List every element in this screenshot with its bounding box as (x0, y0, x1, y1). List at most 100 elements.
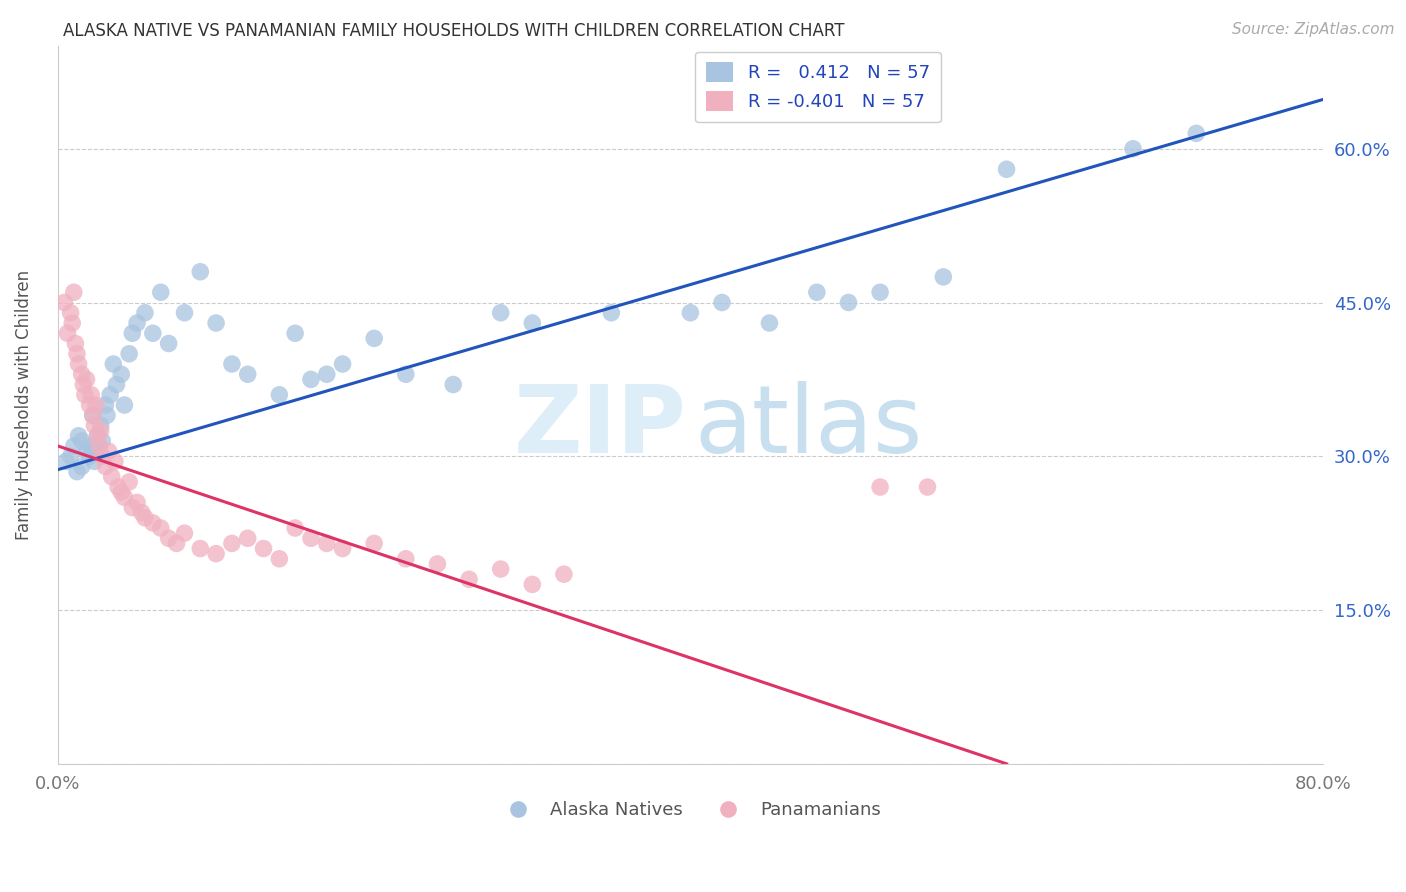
Point (299, 372, 322, 386)
Point (166, 536, 188, 550)
Point (80, 388, 103, 402)
Point (60, 316, 83, 330)
Point (55, 454, 77, 468)
Point (522, 316, 544, 330)
Point (315, 536, 337, 550)
Point (79, 398, 101, 412)
Point (205, 547, 228, 561)
Point (284, 521, 307, 535)
Point (173, 526, 195, 541)
Text: Source: ZipAtlas.com: Source: ZipAtlas.com (1232, 22, 1395, 37)
Point (82, 409, 104, 423)
Point (90, 424, 112, 438)
Point (91, 434, 114, 448)
Point (59, 306, 82, 320)
Point (252, 541, 274, 556)
Point (53, 295, 76, 310)
Point (65, 336, 87, 351)
Point (70, 434, 93, 448)
Point (869, 480, 891, 494)
Point (66, 465, 89, 479)
Point (107, 480, 129, 494)
Point (91, 450, 114, 464)
Point (221, 357, 243, 371)
Point (837, 295, 859, 310)
Point (103, 357, 125, 371)
Point (121, 500, 143, 515)
Point (332, 357, 354, 371)
Point (66, 347, 89, 361)
Point (1122, 142, 1144, 156)
Text: atlas: atlas (695, 381, 922, 473)
Point (395, 368, 418, 382)
Point (134, 306, 156, 320)
Point (489, 306, 512, 320)
Point (679, 306, 702, 320)
Point (125, 495, 148, 509)
Point (121, 326, 143, 341)
Point (236, 531, 259, 545)
Point (131, 506, 153, 520)
Point (75, 372, 97, 386)
Point (188, 541, 211, 556)
Point (157, 336, 180, 351)
Point (917, 480, 939, 494)
Point (70, 368, 93, 382)
Point (94, 398, 117, 412)
Point (110, 485, 132, 500)
Point (173, 306, 195, 320)
Point (426, 557, 449, 571)
Point (79, 450, 101, 464)
Point (332, 541, 354, 556)
Point (97, 444, 120, 458)
Point (87, 439, 110, 453)
Point (83, 418, 105, 433)
Point (149, 285, 172, 300)
Point (98, 388, 121, 402)
Point (118, 347, 141, 361)
Point (932, 269, 955, 284)
Point (284, 326, 307, 341)
Point (112, 398, 135, 412)
Point (104, 454, 127, 468)
Point (84, 444, 107, 458)
Legend: Alaska Natives, Panamanians: Alaska Natives, Panamanians (492, 794, 889, 827)
Y-axis label: Family Households with Children: Family Households with Children (15, 270, 32, 540)
Point (94, 459, 117, 474)
Point (869, 285, 891, 300)
Point (600, 306, 623, 320)
Point (67, 429, 90, 443)
Point (62, 285, 84, 300)
Point (86, 429, 108, 443)
Point (441, 377, 464, 392)
Point (80, 439, 103, 453)
Point (86, 429, 108, 443)
Point (489, 562, 512, 576)
Point (995, 162, 1018, 177)
Point (395, 551, 418, 566)
Point (72, 377, 94, 392)
Point (82, 409, 104, 423)
Point (157, 531, 180, 545)
Point (110, 368, 132, 382)
Point (73, 388, 96, 402)
Point (299, 531, 322, 545)
Point (112, 490, 135, 504)
Point (269, 388, 291, 402)
Point (363, 536, 385, 550)
Point (142, 516, 165, 530)
Point (70, 459, 93, 474)
Point (758, 316, 780, 330)
Point (96, 409, 118, 423)
Point (90, 418, 112, 433)
Point (221, 536, 243, 550)
Point (125, 316, 148, 330)
Point (458, 572, 481, 586)
Point (134, 510, 156, 524)
Point (236, 368, 259, 382)
Point (1185, 127, 1208, 141)
Point (149, 521, 172, 535)
Point (75, 444, 97, 458)
Point (315, 368, 337, 382)
Point (522, 577, 544, 591)
